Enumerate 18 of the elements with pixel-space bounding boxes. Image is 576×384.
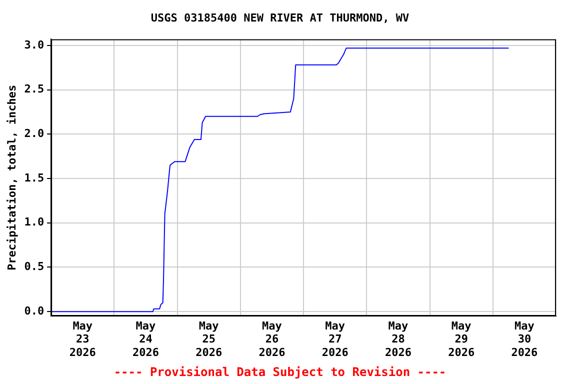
chart-title: USGS 03185400 NEW RIVER AT THURMOND, WV [150, 11, 410, 24]
text: ---- Provisional Data Subject to Revision ---- [114, 364, 446, 379]
y-axis-title: Precipitation, total, inches [5, 84, 18, 270]
y-tick-label: 2.0 [24, 126, 44, 140]
x-tick-label: May 27 2026 [322, 319, 349, 359]
y-tick-label: 3.0 [24, 38, 44, 52]
x-tick-label: May 28 2026 [384, 319, 412, 359]
y-tick-label: 2.5 [24, 82, 44, 96]
x-tick-label: May 25 2026 [196, 319, 222, 359]
x-tick-label: May 29 2026 [448, 319, 475, 359]
x-tick-label: May 30 2026 [511, 319, 538, 359]
x-tick-label: May 26 2026 [258, 319, 286, 359]
x-tick-label: May 24 2026 [132, 319, 160, 359]
y-tick-label: 0.5 [24, 260, 44, 274]
y-tick-label: 1.0 [24, 216, 44, 229]
x-tick-label: May 23 2026 [69, 319, 96, 359]
y-tick-label: 0.0 [24, 304, 44, 318]
y-tick-label: 1.5 [24, 171, 44, 184]
